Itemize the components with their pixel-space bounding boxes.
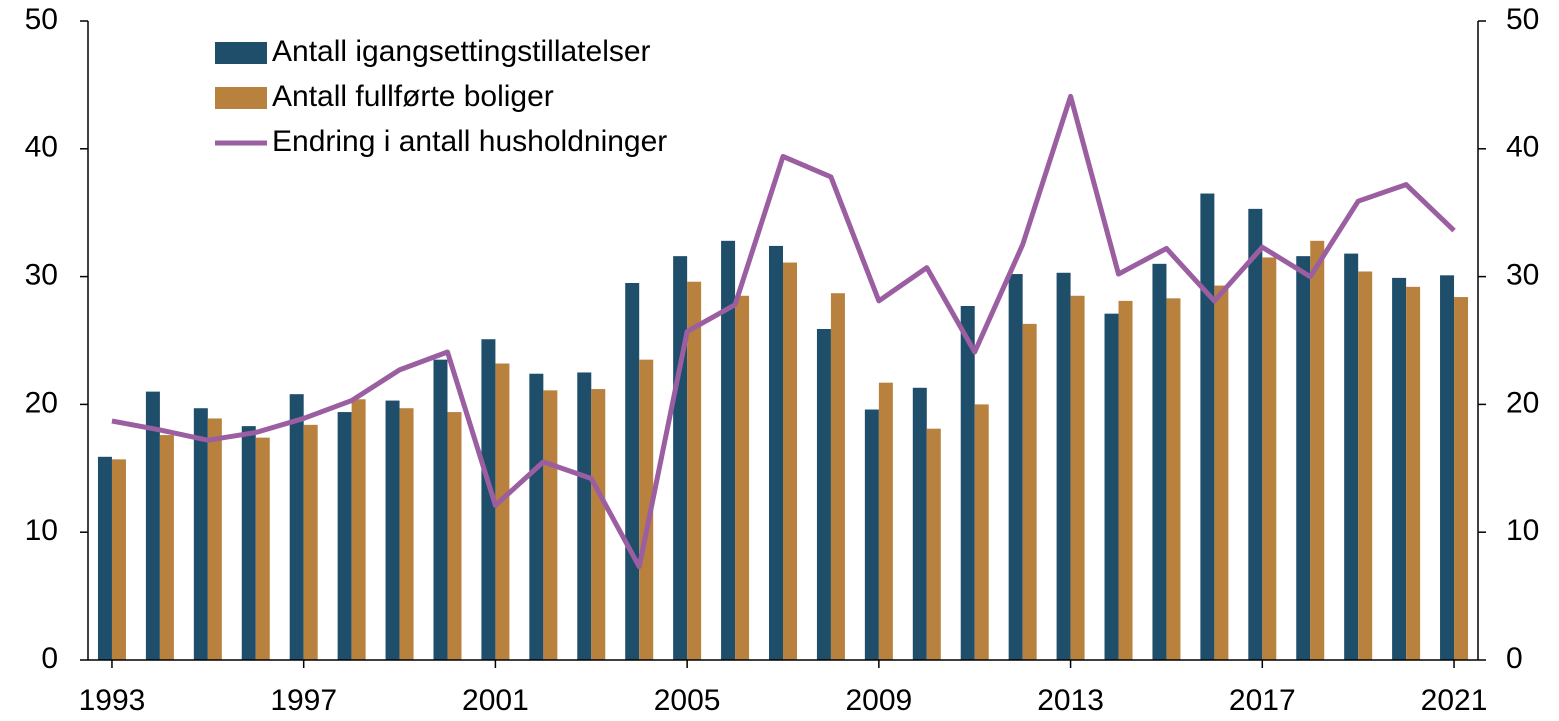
- bar: [1392, 277, 1407, 660]
- bar: [864, 409, 879, 660]
- bar: [145, 391, 160, 660]
- bar: [1296, 256, 1311, 660]
- bar: [878, 382, 893, 660]
- x-tick-label: 2009: [845, 684, 912, 717]
- bar: [769, 245, 783, 661]
- y-tick-label: 40: [25, 131, 58, 164]
- bar: [1200, 193, 1215, 660]
- bar: [1262, 257, 1277, 660]
- x-tick-label: 1997: [270, 684, 337, 717]
- bar: [159, 435, 174, 660]
- bar: [481, 339, 496, 660]
- line: [111, 93, 1456, 570]
- y-tick-label: 10: [25, 514, 58, 547]
- bar: [241, 426, 256, 660]
- legend-label: Antall igangsettingstillatelser: [272, 35, 651, 68]
- bar: [111, 459, 126, 660]
- bar: [289, 394, 304, 660]
- legend-label: Endring i antall husholdninger: [272, 125, 667, 158]
- y-tick-label: 0: [41, 642, 58, 675]
- bar: [1454, 297, 1469, 660]
- bar: [1166, 298, 1181, 660]
- y-tick-label: 20: [25, 386, 58, 419]
- y-tick-label: 50: [25, 3, 58, 36]
- legend-swatch: [215, 42, 267, 64]
- bar: [1152, 263, 1167, 660]
- bar: [1214, 285, 1229, 660]
- bar: [687, 281, 702, 660]
- bar: [97, 456, 112, 660]
- bar: [385, 400, 400, 660]
- bar: [1406, 286, 1421, 660]
- bar: [1440, 275, 1455, 660]
- bar: [912, 387, 927, 660]
- x-tick-label: 1993: [79, 684, 146, 717]
- y2-tick-label: 10: [1506, 514, 1539, 547]
- bar: [1118, 300, 1133, 660]
- bar: [1344, 253, 1359, 660]
- x-tick-label: 2021: [1421, 684, 1488, 717]
- bar: [1008, 274, 1023, 660]
- y2-tick-label: 20: [1506, 386, 1539, 419]
- y2-tick-label: 0: [1506, 642, 1523, 675]
- bar: [1104, 313, 1119, 660]
- bar: [1358, 271, 1373, 660]
- x-tick-label: 2005: [654, 684, 721, 717]
- x-tick-label: 2017: [1229, 684, 1296, 717]
- bar: [960, 305, 975, 660]
- y2-tick-label: 30: [1506, 259, 1539, 292]
- bar: [735, 295, 750, 660]
- y2-tick-label: 50: [1506, 3, 1539, 36]
- bar: [1070, 295, 1085, 660]
- bar: [577, 372, 592, 660]
- bar: [303, 424, 318, 660]
- bar: [351, 399, 366, 660]
- bar: [447, 412, 462, 660]
- bar: [673, 256, 688, 660]
- bar: [1248, 208, 1263, 660]
- bar: [926, 428, 941, 660]
- bar: [1310, 240, 1325, 661]
- bar: [816, 328, 831, 660]
- bar: [639, 359, 654, 660]
- bar: [495, 363, 510, 660]
- x-tick-label: 2001: [462, 684, 529, 717]
- bar: [399, 408, 414, 660]
- bar: [591, 389, 606, 660]
- bar: [625, 282, 640, 660]
- bar: [543, 390, 558, 660]
- bar: [193, 408, 208, 660]
- bar: [721, 240, 736, 661]
- bar: [433, 359, 448, 660]
- legend-label: Antall fullførte boliger: [272, 80, 554, 113]
- y2-tick-label: 40: [1506, 131, 1539, 164]
- y-tick-label: 30: [25, 259, 58, 292]
- bar: [1056, 272, 1071, 660]
- bar: [337, 412, 352, 660]
- bar: [830, 293, 845, 660]
- legend-swatch: [215, 87, 267, 109]
- bar: [207, 418, 222, 660]
- x-tick-label: 2013: [1037, 684, 1104, 717]
- bar: [255, 437, 270, 660]
- bar: [974, 404, 989, 660]
- bar: [783, 262, 797, 660]
- bar: [529, 373, 544, 660]
- bar: [1022, 323, 1037, 660]
